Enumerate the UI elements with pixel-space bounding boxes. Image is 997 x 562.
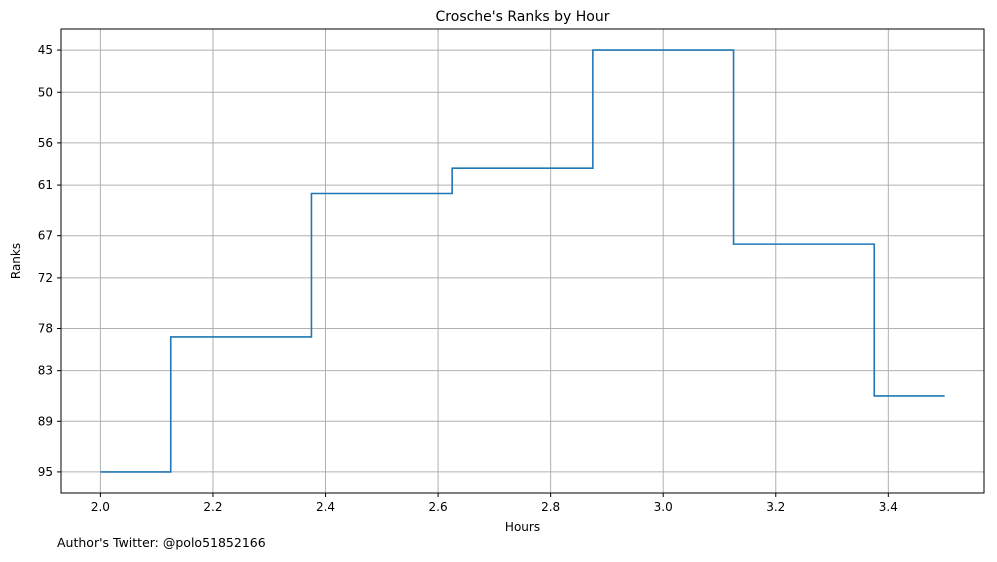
- y-tick-label: 78: [38, 321, 53, 335]
- x-tick-label: 2.8: [541, 500, 560, 514]
- y-tick-label: 67: [38, 229, 53, 243]
- x-axis: 2.0 2.2 2.4 2.6 2.8 3.0 3.2 3.4: [91, 493, 898, 514]
- plot-frame: [60, 28, 985, 494]
- y-tick-label: 56: [38, 136, 53, 150]
- x-axis-title: Hours: [505, 520, 540, 534]
- x-tick-label: 2.0: [91, 500, 110, 514]
- y-axis-title: Ranks: [9, 243, 23, 279]
- y-tick-label: 83: [38, 364, 53, 378]
- y-tick-label: 89: [38, 414, 53, 428]
- x-tick-label: 2.6: [429, 500, 448, 514]
- grid: [61, 29, 984, 493]
- x-tick-label: 3.0: [654, 500, 673, 514]
- y-tick-label: 45: [38, 43, 53, 57]
- y-tick-label: 50: [38, 85, 53, 99]
- y-axis: 45 50 56 61 67 72 78 83 89 95: [38, 43, 61, 479]
- x-tick-label: 3.4: [879, 500, 898, 514]
- x-tick-label: 3.2: [766, 500, 785, 514]
- y-tick-label: 61: [38, 178, 53, 192]
- x-tick-label: 2.4: [316, 500, 335, 514]
- author-credit: Author's Twitter: @polo51852166: [57, 535, 266, 550]
- y-tick-label: 72: [38, 271, 53, 285]
- series-group: [100, 49, 945, 473]
- chart-title: Crosche's Ranks by Hour: [436, 9, 610, 25]
- y-tick-label: 95: [38, 465, 53, 479]
- rank-step-line: [100, 49, 945, 473]
- x-tick-label: 2.2: [203, 500, 222, 514]
